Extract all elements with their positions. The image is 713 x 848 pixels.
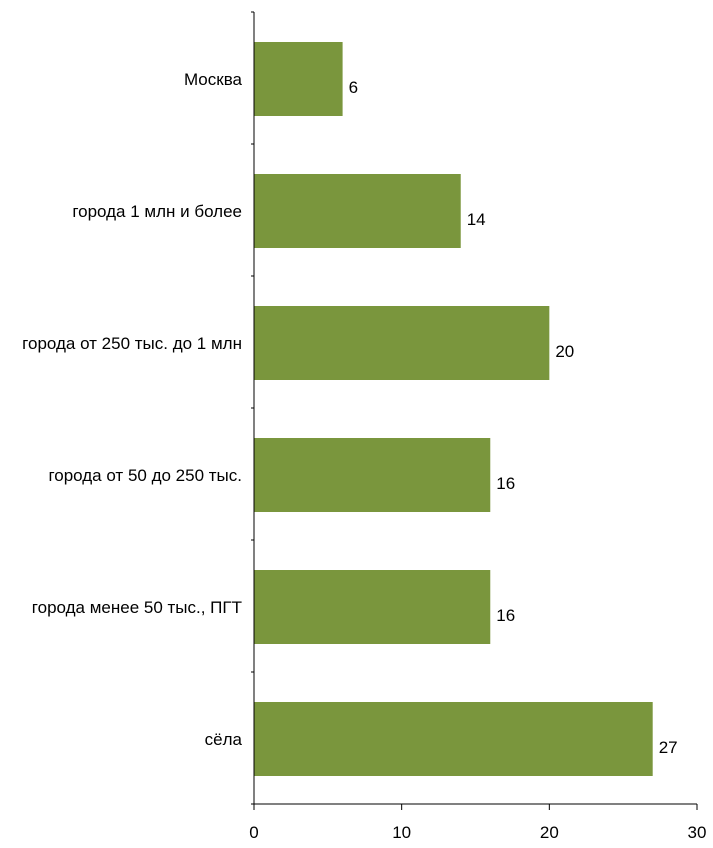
category-label: города от 50 до 250 тыс. [48,466,242,485]
category-label: Москва [184,70,243,89]
bar [254,702,653,776]
bar [254,438,491,512]
value-label: 20 [555,342,574,361]
labels-layer: Москва 6 города 1 млн и более 14 города от 2… [22,70,706,842]
x-tick-label: 20 [540,823,559,842]
category-label: города от 250 тыс. до 1 млн [22,334,242,353]
value-label: 16 [496,606,515,625]
x-tick-label: 10 [392,823,411,842]
bar [254,570,491,644]
bars-layer [254,42,653,776]
value-label: 16 [496,474,515,493]
category-label: города менее 50 тыс., ПГТ [32,598,242,617]
value-label: 6 [349,78,358,97]
bar [254,174,461,248]
x-tick-label: 30 [688,823,707,842]
ticks-layer [251,11,698,810]
bar [254,306,550,380]
axes-layer [253,12,697,805]
value-label: 14 [467,210,486,229]
category-label: сёла [205,730,243,749]
bar [254,42,343,116]
x-tick-label: 0 [249,823,258,842]
value-label: 27 [659,738,678,757]
category-label: города 1 млн и более [72,202,242,221]
